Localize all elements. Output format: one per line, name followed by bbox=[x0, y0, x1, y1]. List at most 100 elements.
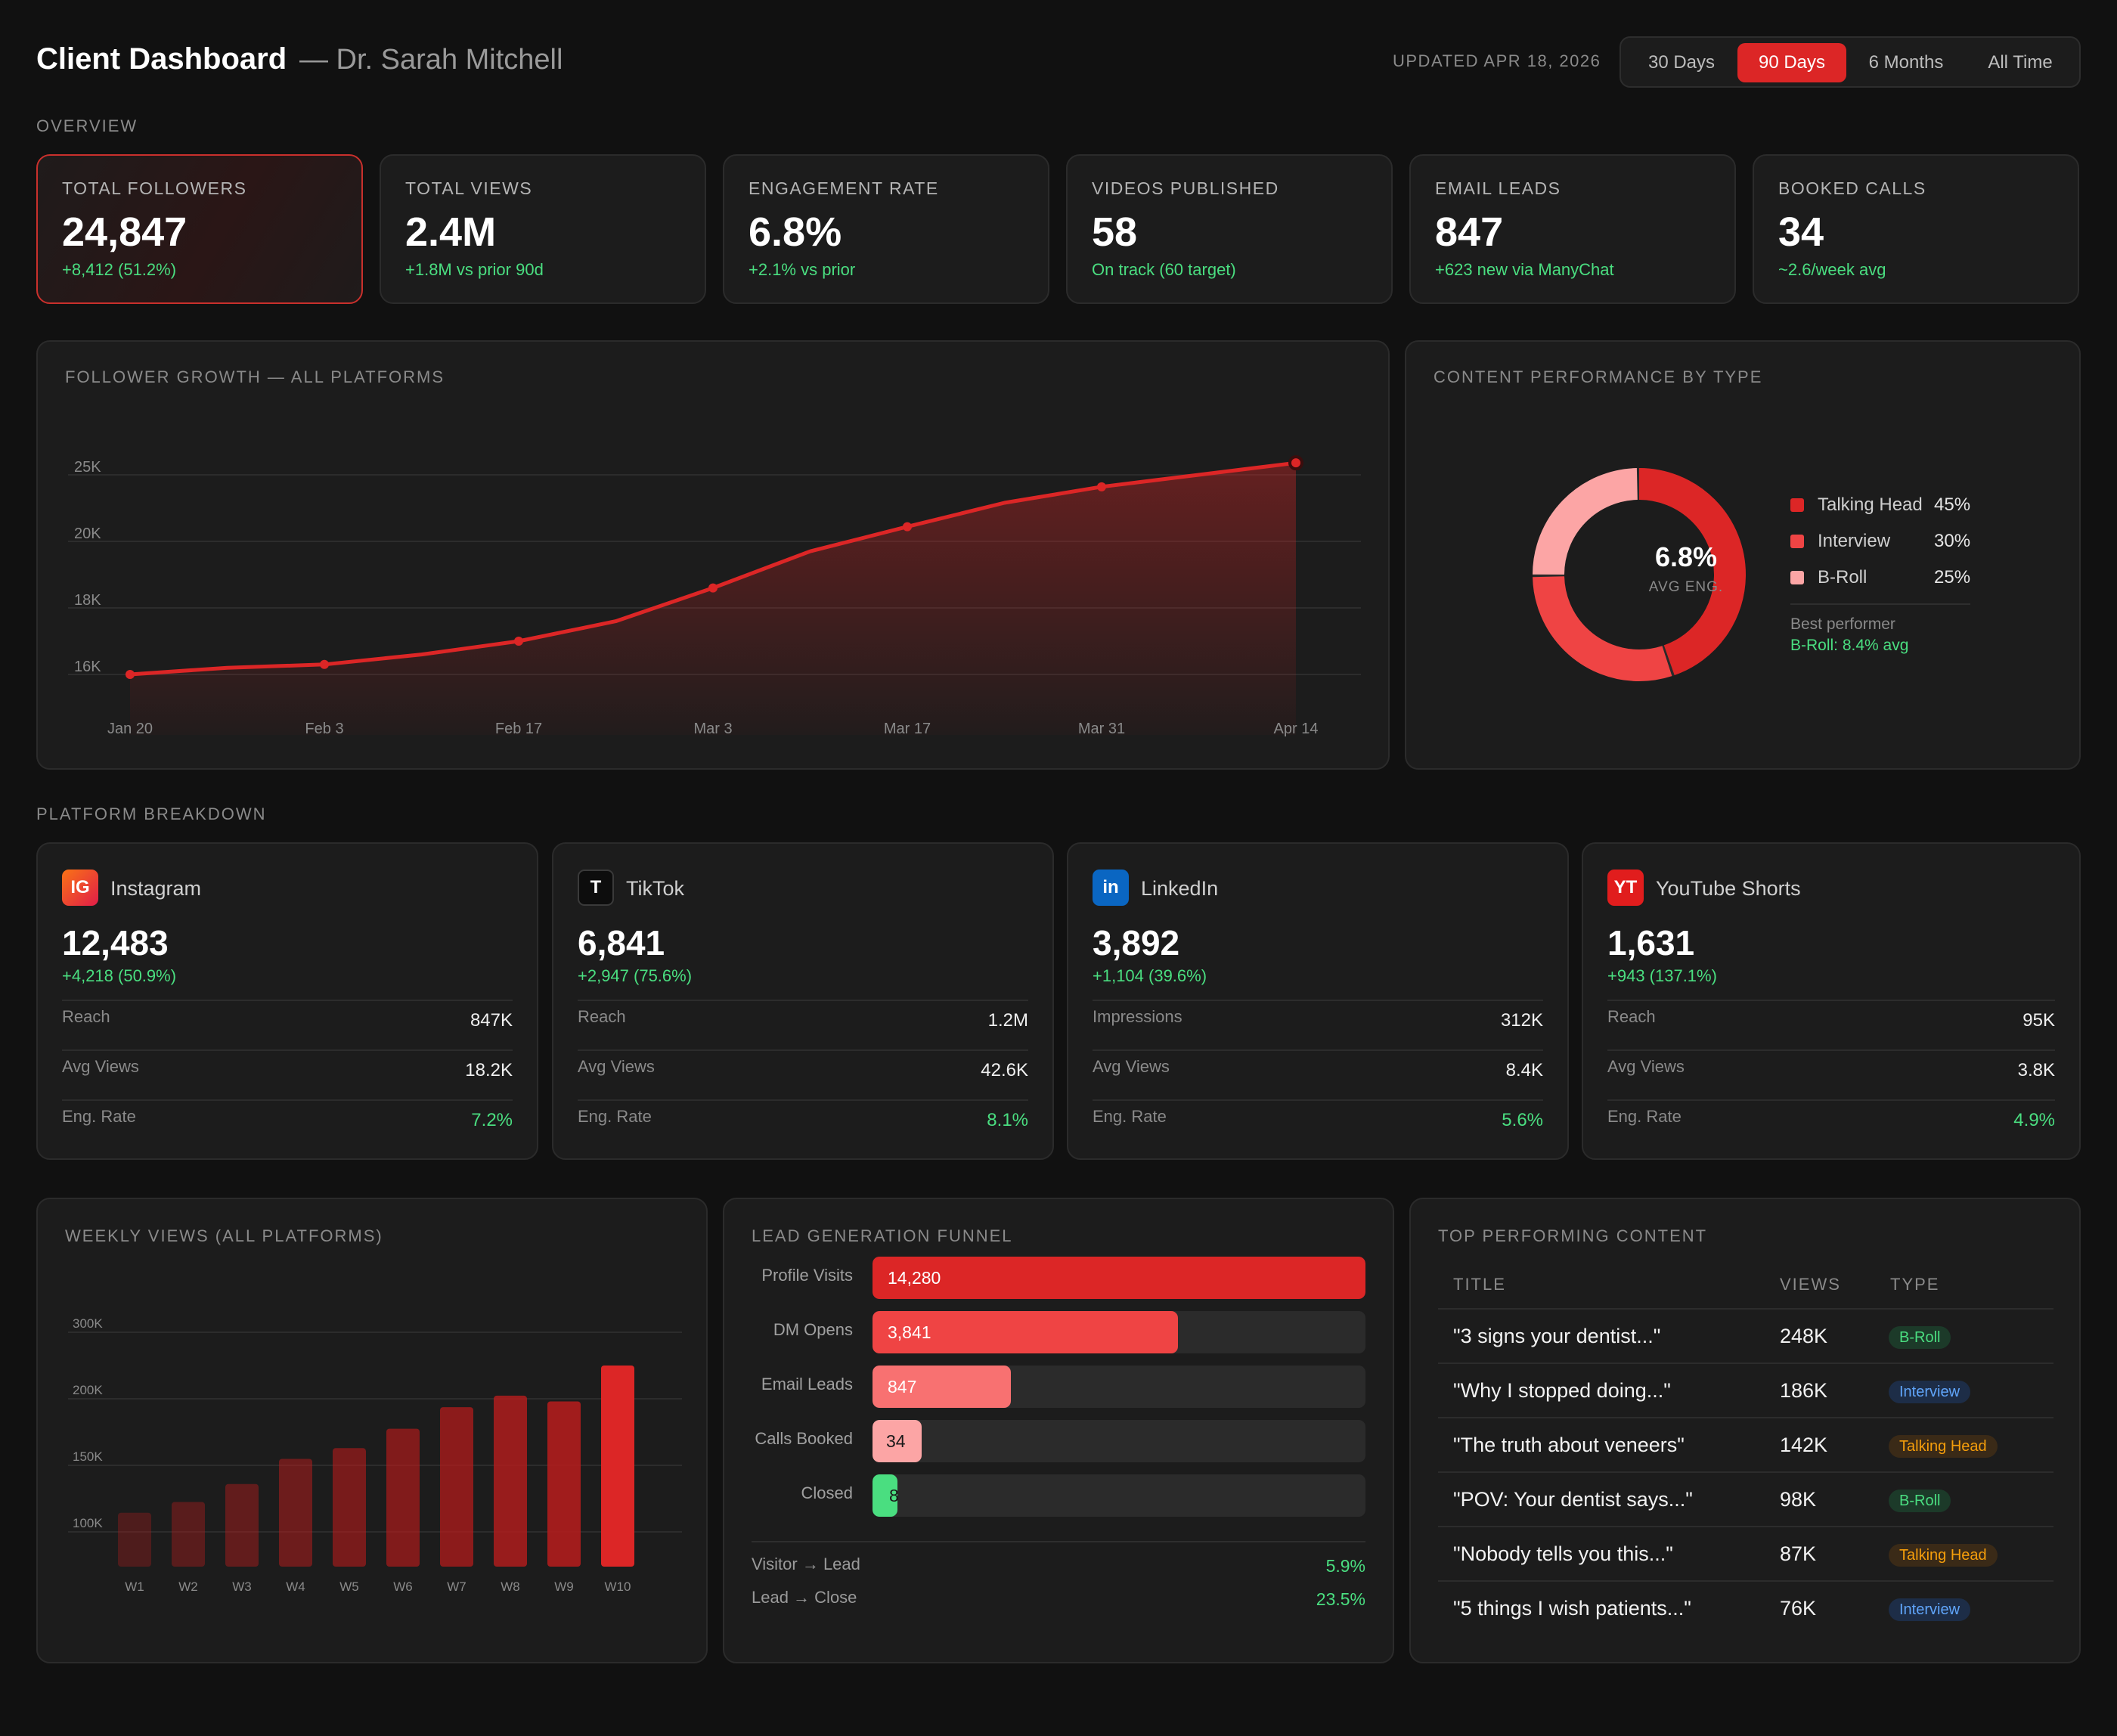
funnel-stage-bar[interactable]: 14,280 bbox=[873, 1257, 1365, 1299]
column-header-views[interactable]: VIEWS bbox=[1780, 1275, 1841, 1294]
kpi-value: 2.4M bbox=[405, 209, 497, 255]
metric-label: Avg Views bbox=[1093, 1057, 1170, 1076]
kpi-card-total-followers[interactable]: TOTAL FOLLOWERS 24,847 +8,412 (51.2%) bbox=[36, 154, 363, 304]
kpi-card-email-leads[interactable]: EMAIL LEADS 847 +623 new via ManyChat bbox=[1409, 154, 1736, 304]
platform-metric-row: Eng. Rate 4.9% bbox=[1607, 1099, 2055, 1149]
legend-pct: 30% bbox=[1934, 531, 1971, 551]
funnel-stage-value: 14,280 bbox=[888, 1268, 941, 1288]
content-type-badge: B-Roll bbox=[1889, 1490, 1951, 1512]
platform-card-tiktok[interactable]: T TikTok 6,841 +2,947 (75.6%) Reach 1.2M … bbox=[552, 842, 1054, 1160]
x-tick-label: W1 bbox=[125, 1579, 144, 1594]
overview-section-label: OVERVIEW bbox=[36, 116, 138, 135]
funnel-stage-fill bbox=[873, 1257, 1365, 1299]
donut-center-label: AVG ENG. bbox=[1648, 579, 1724, 595]
funnel-stage-label: DM Opens bbox=[773, 1320, 853, 1339]
metric-value: 8.4K bbox=[1505, 1060, 1543, 1080]
kpi-value: 6.8% bbox=[749, 209, 842, 255]
kpi-card-total-views[interactable]: TOTAL VIEWS 2.4M +1.8M vs prior 90d bbox=[380, 154, 706, 304]
range-6-months-button[interactable]: 6 Months bbox=[1868, 52, 1944, 73]
x-tick-label: W10 bbox=[605, 1579, 631, 1594]
kpi-card-videos-published[interactable]: VIDEOS PUBLISHED 58 On track (60 target) bbox=[1066, 154, 1393, 304]
growth-data-point bbox=[320, 659, 329, 669]
top-content-panel: TOP PERFORMING CONTENT TITLE VIEWS TYPE … bbox=[1409, 1198, 2081, 1663]
updated-timestamp: UPDATED APR 18, 2026 bbox=[1393, 51, 1601, 70]
conversion-lead-close-label: Lead → Close bbox=[752, 1588, 857, 1607]
funnel-stage-bar[interactable]: 34 bbox=[873, 1420, 1365, 1462]
range-90-days-button[interactable]: 90 Days bbox=[1737, 43, 1846, 82]
content-title: "5 things I wish patients..." bbox=[1453, 1597, 1691, 1620]
x-tick-label: W8 bbox=[501, 1579, 520, 1594]
funnel-stage-label: Closed bbox=[801, 1483, 853, 1502]
table-row[interactable]: "Why I stopped doing..." 186K Interview bbox=[1438, 1362, 2053, 1417]
weekly-views-panel: WEEKLY VIEWS (ALL PLATFORMS) 300K 200K 150… bbox=[36, 1198, 708, 1663]
x-tick-label: Feb 17 bbox=[495, 721, 542, 737]
content-title: "The truth about veneers" bbox=[1453, 1434, 1685, 1456]
kpi-delta: +623 new via ManyChat bbox=[1435, 260, 1614, 279]
content-views: 76K bbox=[1780, 1597, 1817, 1620]
legend-item-interview: Interview 30% bbox=[1790, 529, 1987, 552]
platform-card-youtube-shorts[interactable]: YT YouTube Shorts 1,631 +943 (137.1%) Re… bbox=[1582, 842, 2081, 1160]
funnel-stage-bar[interactable]: 3,841 bbox=[873, 1311, 1365, 1353]
platform-card-linkedin[interactable]: in LinkedIn 3,892 +1,104 (39.6%) Impress… bbox=[1067, 842, 1569, 1160]
weekly-bar bbox=[440, 1407, 473, 1567]
funnel-divider bbox=[752, 1541, 1365, 1542]
follower-growth-panel: FOLLOWER GROWTH — ALL PLATFORMS 25K 20K 18… bbox=[36, 340, 1390, 770]
column-header-type[interactable]: TYPE bbox=[1890, 1275, 1940, 1294]
legend-divider bbox=[1790, 603, 1970, 605]
metric-label: Avg Views bbox=[578, 1057, 655, 1076]
metric-label: Impressions bbox=[1093, 1007, 1182, 1026]
x-tick-label: Mar 31 bbox=[1078, 721, 1125, 737]
metric-label: Reach bbox=[1607, 1007, 1656, 1026]
content-views: 98K bbox=[1780, 1488, 1817, 1511]
table-row[interactable]: "POV: Your dentist says..." 98K B-Roll bbox=[1438, 1471, 2053, 1526]
platform-metric-row: Reach 847K bbox=[62, 1000, 513, 1049]
metric-value: 4.9% bbox=[2013, 1110, 2055, 1130]
metric-label: Reach bbox=[578, 1007, 626, 1026]
metric-value: 1.2M bbox=[987, 1010, 1028, 1031]
kpi-label: TOTAL VIEWS bbox=[405, 178, 533, 198]
platform-card-instagram[interactable]: IG Instagram 12,483 +4,218 (50.9%) Reach… bbox=[36, 842, 538, 1160]
column-header-title[interactable]: TITLE bbox=[1453, 1275, 1506, 1294]
legend-pct: 25% bbox=[1934, 567, 1971, 587]
x-tick-label: W5 bbox=[339, 1579, 359, 1594]
metric-label: Eng. Rate bbox=[1093, 1107, 1167, 1126]
kpi-card-engagement-rate[interactable]: ENGAGEMENT RATE 6.8% +2.1% vs prior bbox=[723, 154, 1049, 304]
x-tick-label: W9 bbox=[554, 1579, 574, 1594]
platform-followers: 3,892 bbox=[1093, 923, 1180, 963]
platform-followers: 1,631 bbox=[1607, 923, 1695, 963]
table-row[interactable]: "The truth about veneers" 142K Talking Hea… bbox=[1438, 1417, 2053, 1471]
kpi-label: TOTAL FOLLOWERS bbox=[62, 178, 247, 198]
table-row[interactable]: "3 signs your dentist..." 248K B-Roll bbox=[1438, 1308, 2053, 1362]
weekly-bar bbox=[494, 1395, 527, 1567]
platform-metric-row: Avg Views 3.8K bbox=[1607, 1049, 2055, 1099]
funnel-stage-value: 34 bbox=[886, 1431, 906, 1451]
legend-item-talking-head: Talking Head 45% bbox=[1790, 493, 1987, 516]
metric-value: 5.6% bbox=[1502, 1110, 1543, 1130]
metric-label: Eng. Rate bbox=[1607, 1107, 1682, 1126]
metric-value: 7.2% bbox=[471, 1110, 513, 1130]
lead-funnel-title: LEAD GENERATION FUNNEL bbox=[752, 1226, 1013, 1245]
platform-metric-row: Reach 95K bbox=[1607, 1000, 2055, 1049]
y-tick-label: 18K bbox=[74, 592, 101, 609]
range-all-time-button[interactable]: All Time bbox=[1988, 52, 2053, 73]
content-views: 186K bbox=[1780, 1379, 1828, 1402]
platform-metric-row: Reach 1.2M bbox=[578, 1000, 1028, 1049]
funnel-stage-bar[interactable]: 8 bbox=[873, 1474, 1365, 1517]
growth-data-point bbox=[708, 583, 718, 593]
best-performer-value: B-Roll: 8.4% avg bbox=[1790, 637, 1909, 654]
x-tick-label: Mar 17 bbox=[884, 721, 931, 737]
x-tick-label: Jan 20 bbox=[107, 721, 153, 737]
lead-funnel-panel: LEAD GENERATION FUNNEL Visitor → Lead 5.… bbox=[723, 1198, 1394, 1663]
range-30-days-button[interactable]: 30 Days bbox=[1647, 52, 1716, 73]
kpi-value: 847 bbox=[1435, 209, 1504, 255]
table-row[interactable]: "Nobody tells you this..." 87K Talking Hea… bbox=[1438, 1526, 2053, 1580]
weekly-bar bbox=[172, 1502, 205, 1567]
x-tick-label: Feb 3 bbox=[305, 721, 343, 737]
legend-name: Interview bbox=[1818, 531, 1891, 551]
funnel-stage-bar[interactable]: 847 bbox=[873, 1366, 1365, 1408]
growth-data-point bbox=[903, 522, 912, 532]
metric-value: 18.2K bbox=[465, 1060, 513, 1080]
content-views: 248K bbox=[1780, 1325, 1828, 1347]
table-row[interactable]: "5 things I wish patients..." 76K Intervie… bbox=[1438, 1580, 2053, 1635]
kpi-card-booked-calls[interactable]: BOOKED CALLS 34 ~2.6/week avg bbox=[1753, 154, 2079, 304]
